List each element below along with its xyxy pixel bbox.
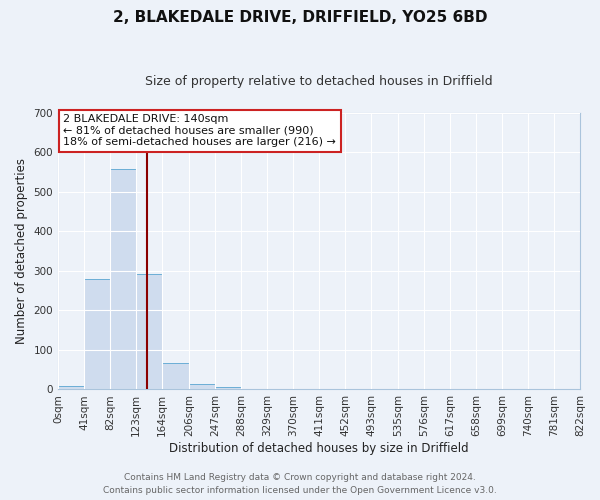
Bar — [110, 169, 136, 390]
Bar — [162, 362, 189, 390]
Text: 2, BLAKEDALE DRIVE, DRIFFIELD, YO25 6BD: 2, BLAKEDALE DRIVE, DRIFFIELD, YO25 6BD — [113, 10, 487, 25]
Title: Size of property relative to detached houses in Driffield: Size of property relative to detached ho… — [145, 75, 493, 88]
Bar — [136, 274, 162, 390]
Bar — [84, 279, 110, 390]
Bar — [215, 388, 241, 390]
X-axis label: Distribution of detached houses by size in Driffield: Distribution of detached houses by size … — [169, 442, 469, 455]
Text: Contains HM Land Registry data © Crown copyright and database right 2024.
Contai: Contains HM Land Registry data © Crown c… — [103, 474, 497, 495]
Bar — [58, 386, 84, 390]
Bar — [189, 384, 215, 390]
Y-axis label: Number of detached properties: Number of detached properties — [15, 158, 28, 344]
Text: 2 BLAKEDALE DRIVE: 140sqm
← 81% of detached houses are smaller (990)
18% of semi: 2 BLAKEDALE DRIVE: 140sqm ← 81% of detac… — [63, 114, 336, 148]
